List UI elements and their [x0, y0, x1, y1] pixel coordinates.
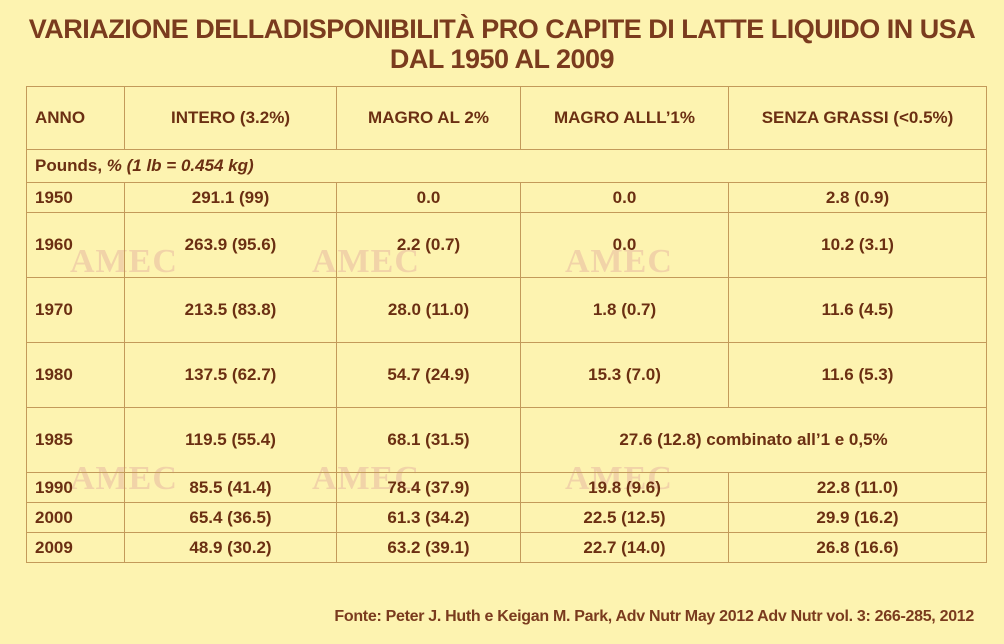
- table-row: 1985 119.5 (55.4) 68.1 (31.5) 27.6 (12.8…: [26, 407, 987, 473]
- milk-availability-table: ANNO INTERO (3.2%) MAGRO AL 2% MAGRO ALL…: [26, 86, 987, 563]
- table-row: 1950 291.1 (99) 0.0 0.0 2.8 (0.9): [26, 182, 987, 213]
- cell-magro-2: 61.3 (34.2): [336, 502, 521, 533]
- cell-magro-1: 0.0: [520, 212, 729, 278]
- title-line-1: VARIAZIONE DELLADISPONIBILITÀ PRO CAPITE…: [28, 14, 976, 44]
- cell-magro-2: 0.0: [336, 182, 521, 213]
- cell-intero: 65.4 (36.5): [124, 502, 337, 533]
- cell-senza-grassi: 26.8 (16.6): [728, 532, 987, 563]
- cell-anno: 1960: [26, 212, 125, 278]
- cell-anno: 1980: [26, 342, 125, 408]
- table-row: 1990 85.5 (41.4) 78.4 (37.9) 19.8 (9.6) …: [26, 472, 987, 503]
- cell-senza-grassi: 11.6 (5.3): [728, 342, 987, 408]
- cell-intero: 213.5 (83.8): [124, 277, 337, 343]
- table-row: 1970 213.5 (83.8) 28.0 (11.0) 1.8 (0.7) …: [26, 277, 987, 343]
- cell-combined-low-fat: 27.6 (12.8) combinato all’1 e 0,5%: [520, 407, 987, 473]
- cell-magro-2: 28.0 (11.0): [336, 277, 521, 343]
- cell-anno: 2000: [26, 502, 125, 533]
- cell-anno: 1990: [26, 472, 125, 503]
- units-label-italic: % (1 lb = 0.454 kg): [106, 156, 254, 175]
- cell-senza-grassi: 11.6 (4.5): [728, 277, 987, 343]
- cell-magro-2: 68.1 (31.5): [336, 407, 521, 473]
- header-row: ANNO INTERO (3.2%) MAGRO AL 2% MAGRO ALL…: [26, 86, 987, 150]
- cell-magro-1: 0.0: [520, 182, 729, 213]
- cell-magro-2: 2.2 (0.7): [336, 212, 521, 278]
- title-line-2: DAL 1950 AL 2009: [389, 44, 615, 74]
- header-magro-2: MAGRO AL 2%: [336, 86, 521, 150]
- header-senza-grassi: SENZA GRASSI (<0.5%): [728, 86, 987, 150]
- header-magro-1: MAGRO ALLL’1%: [520, 86, 729, 150]
- cell-magro-1: 1.8 (0.7): [520, 277, 729, 343]
- source-citation: Fonte: Peter J. Huth e Keigan M. Park, A…: [334, 608, 974, 625]
- cell-anno: 1950: [26, 182, 125, 213]
- cell-intero: 263.9 (95.6): [124, 212, 337, 278]
- table-row: 1960 263.9 (95.6) 2.2 (0.7) 0.0 10.2 (3.…: [26, 212, 987, 278]
- units-label-plain: Pounds,: [35, 156, 107, 175]
- cell-senza-grassi: 10.2 (3.1): [728, 212, 987, 278]
- cell-intero: 48.9 (30.2): [124, 532, 337, 563]
- cell-magro-2: 63.2 (39.1): [336, 532, 521, 563]
- table-row: 2000 65.4 (36.5) 61.3 (34.2) 22.5 (12.5)…: [26, 502, 987, 533]
- cell-intero: 85.5 (41.4): [124, 472, 337, 503]
- header-intero: INTERO (3.2%): [124, 86, 337, 150]
- header-anno: ANNO: [26, 86, 125, 150]
- cell-anno: 2009: [26, 532, 125, 563]
- cell-magro-1: 22.5 (12.5): [520, 502, 729, 533]
- cell-magro-2: 78.4 (37.9): [336, 472, 521, 503]
- cell-intero: 119.5 (55.4): [124, 407, 337, 473]
- cell-magro-1: 22.7 (14.0): [520, 532, 729, 563]
- cell-magro-2: 54.7 (24.9): [336, 342, 521, 408]
- units-row: Pounds, % (1 lb = 0.454 kg): [26, 149, 987, 183]
- cell-anno: 1970: [26, 277, 125, 343]
- page-title: VARIAZIONE DELLADISPONIBILITÀ PRO CAPITE…: [0, 14, 1004, 74]
- cell-senza-grassi: 22.8 (11.0): [728, 472, 987, 503]
- cell-intero: 137.5 (62.7): [124, 342, 337, 408]
- cell-magro-1: 19.8 (9.6): [520, 472, 729, 503]
- table-row: 1980 137.5 (62.7) 54.7 (24.9) 15.3 (7.0)…: [26, 342, 987, 408]
- units-label: Pounds, % (1 lb = 0.454 kg): [26, 149, 987, 183]
- cell-senza-grassi: 2.8 (0.9): [728, 182, 987, 213]
- cell-senza-grassi: 29.9 (16.2): [728, 502, 987, 533]
- cell-magro-1: 15.3 (7.0): [520, 342, 729, 408]
- cell-anno: 1985: [26, 407, 125, 473]
- table-row: 2009 48.9 (30.2) 63.2 (39.1) 22.7 (14.0)…: [26, 532, 987, 563]
- cell-intero: 291.1 (99): [124, 182, 337, 213]
